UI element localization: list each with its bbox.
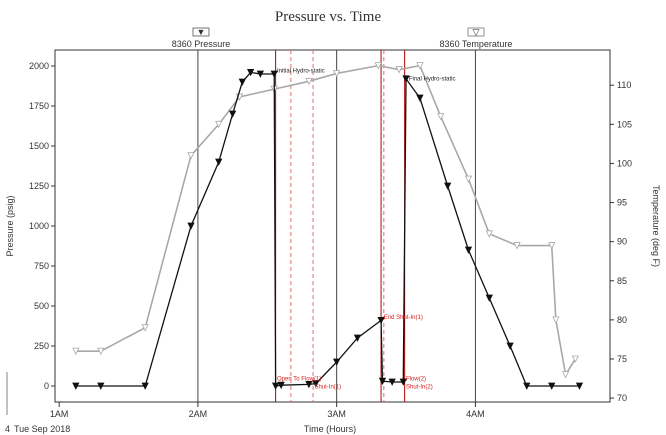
- pressure-point: [305, 380, 313, 389]
- pressure-point: [246, 69, 255, 77]
- plot-area: [54, 49, 611, 403]
- legend-pressure-box[interactable]: [192, 27, 210, 37]
- temperature-point: [395, 66, 403, 74]
- annotation-label: Shut-In(1): [314, 384, 341, 390]
- y-right-tick-label: 105: [617, 119, 632, 129]
- temperature-point: [548, 242, 556, 250]
- temperature-point: [416, 62, 424, 70]
- legend-pressure-marker: ▼: [197, 27, 206, 37]
- y-right-tick-label: 85: [617, 276, 627, 286]
- y-right-tick-label: 95: [617, 198, 627, 208]
- chart-title: Pressure vs. Time: [275, 9, 382, 25]
- temperature-point: [437, 113, 445, 121]
- annotations: Initial Hydro-static Final Hydro-static En…: [277, 68, 456, 390]
- pressure-point: [353, 334, 362, 342]
- temperature-point: [97, 347, 105, 356]
- pressure-point: [399, 378, 407, 386]
- pressure-point: [312, 380, 320, 388]
- temperature-point: [187, 152, 195, 160]
- legend-temperature-marker: ▽: [473, 27, 480, 37]
- temperature-point: [215, 120, 223, 129]
- pressure-point: [485, 294, 493, 302]
- temperature-point: [141, 324, 149, 332]
- pressure-point: [270, 70, 278, 78]
- y-left-tick-label: 250: [34, 341, 49, 351]
- annotation-label: Open To Flow(1): [277, 376, 321, 382]
- pressure-point: [402, 75, 410, 83]
- y-left-tick-label: 1750: [29, 101, 49, 111]
- pressure-point: [378, 377, 387, 386]
- right-axis-ticks: 70 75 80 85 90 95 100 105 110: [610, 80, 632, 403]
- y-right-tick-label: 100: [617, 158, 632, 168]
- annotation-label: Initial Hydro-static: [277, 68, 325, 74]
- temperature-point: [552, 316, 560, 324]
- temperature-point: [72, 347, 80, 356]
- y-left-tick-label: 1250: [29, 181, 49, 191]
- pressure-point: [277, 381, 285, 390]
- annotation-label: Flow(2): [406, 376, 426, 382]
- y-axis-right-label: Temperature (deg F): [651, 185, 661, 267]
- legend-temperature-box[interactable]: [467, 27, 485, 37]
- y-left-tick-label: 500: [34, 301, 49, 311]
- temperature-point: [464, 175, 473, 183]
- date-label: Tue Sep 2018: [14, 424, 70, 434]
- annotation-label: Shut-In(2): [406, 384, 433, 390]
- temperature-point: [571, 355, 579, 363]
- grid: [197, 50, 476, 402]
- pressure-point: [72, 382, 80, 390]
- pressure-point: [256, 70, 264, 78]
- temperature-point: [333, 70, 341, 78]
- temperature-point: [485, 230, 493, 238]
- y-left-tick-label: 1500: [29, 141, 49, 151]
- temperature-point: [305, 77, 313, 86]
- pressure-point: [444, 182, 452, 190]
- temperature-line: [75, 64, 576, 377]
- pressure-point: [187, 222, 195, 230]
- pressure-point: [506, 342, 514, 350]
- pressure-point: [271, 382, 280, 390]
- pressure-point: [238, 78, 246, 86]
- pressure-point: [97, 382, 105, 390]
- y-right-tick-label: 90: [617, 237, 627, 247]
- annotation-label: Final Hydro-static: [409, 76, 456, 82]
- y-right-tick-label: 80: [617, 315, 627, 325]
- temperature-point: [513, 242, 521, 250]
- left-axis-ticks: 0 250 500 750 1000 1250 1500 1750 2000: [29, 61, 55, 391]
- x-axis-label: Time (Hours): [304, 424, 356, 434]
- legend-temperature-label: 8360 Temperature: [440, 39, 513, 49]
- temperature-point: [374, 62, 382, 70]
- date-label-day: 4: [5, 424, 10, 434]
- pressure-point: [548, 382, 556, 390]
- pressure-point: [523, 382, 531, 390]
- pressure-point: [377, 316, 385, 325]
- x-tick-label: 3AM: [327, 409, 346, 419]
- annotation-label: End Shut-In(1): [384, 315, 423, 321]
- pressure-point: [388, 378, 396, 386]
- pressure-point: [141, 382, 149, 390]
- pressure-point: [333, 358, 341, 366]
- y-right-tick-label: 110: [617, 80, 631, 90]
- y-axis-left-label: Pressure (psig): [5, 195, 15, 256]
- series: [72, 62, 584, 390]
- pressure-point: [416, 94, 424, 102]
- y-right-tick-label: 75: [617, 354, 627, 364]
- pressure-point: [215, 158, 223, 166]
- pressure-point: [575, 382, 584, 390]
- y-left-tick-label: 750: [34, 261, 49, 271]
- x-tick-label: 1AM: [50, 409, 69, 419]
- pressure-point: [228, 110, 237, 118]
- legend: ▼ 8360 Pressure ▽ 8360 Temperature: [172, 27, 513, 49]
- y-left-tick-label: 2000: [29, 61, 49, 71]
- y-left-tick-label: 1000: [29, 221, 49, 231]
- temperature-point: [561, 371, 570, 379]
- y-right-tick-label: 70: [617, 393, 627, 403]
- y-left-tick-label: 0: [44, 381, 49, 391]
- legend-pressure-label: 8360 Pressure: [172, 39, 231, 49]
- x-tick-label: 2AM: [189, 409, 208, 419]
- x-tick-label: 4AM: [466, 409, 485, 419]
- pressure-point: [464, 246, 473, 254]
- x-axis-ticks: 1AM 2AM 3AM 4AM: [50, 402, 485, 419]
